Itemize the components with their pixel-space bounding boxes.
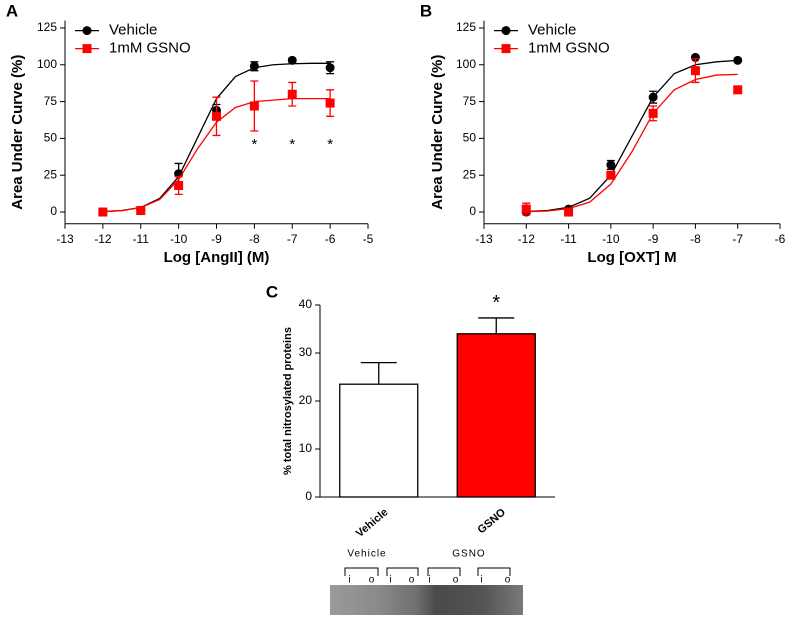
legend-marker [501, 26, 511, 36]
x-tick-label: -12 [94, 232, 112, 246]
blot-lane-label: i [480, 575, 483, 586]
y-tick-label: 0 [50, 204, 57, 218]
x-tick-label: -8 [249, 232, 260, 246]
y-axis-title: Area Under Curve (%) [429, 55, 446, 210]
fit-curve [526, 73, 738, 213]
x-tick-label: -6 [325, 232, 336, 246]
error-bar [478, 317, 515, 334]
blot-brackets [344, 567, 511, 576]
marker [249, 101, 259, 111]
x-tick-label: -11 [133, 232, 150, 246]
marker [174, 181, 184, 191]
x-tick-label: -10 [602, 232, 620, 246]
panel-label: A [6, 1, 18, 20]
fit-curve [102, 62, 331, 213]
blot-lane-label: o [453, 575, 460, 586]
y-tick-label: 125 [37, 20, 57, 34]
marker [648, 92, 658, 102]
legend-label: 1mM GSNO [109, 40, 191, 57]
marker [287, 89, 297, 99]
marker [325, 98, 335, 108]
x-tick-label: -13 [475, 232, 493, 246]
x-tick-label: -8 [690, 232, 701, 246]
marker [521, 204, 531, 214]
blot-group-label: GSNO [452, 549, 485, 560]
significance: * [492, 292, 500, 314]
x-tick-label: GSNO [476, 506, 509, 536]
x-tick-label: Vehicle [354, 506, 391, 540]
y-tick-label: 50 [44, 131, 58, 145]
y-tick-label: 25 [44, 167, 58, 181]
x-tick-label: -6 [775, 232, 786, 246]
fit-curve [526, 59, 738, 213]
bar [339, 383, 419, 498]
x-tick-label: -7 [732, 232, 743, 246]
x-axis-title: Log [AngII] (M) [164, 249, 270, 266]
blot-lane-label: i [348, 575, 351, 586]
marker [212, 111, 221, 121]
x-tick-label: -9 [648, 232, 659, 246]
x-tick-label: -5 [363, 232, 374, 246]
y-tick-label: 25 [463, 167, 477, 181]
panel-label: B [420, 1, 432, 20]
marker [136, 206, 146, 216]
blot-image [330, 585, 523, 615]
y-tick-label: 75 [44, 94, 58, 108]
x-tick-label: -13 [56, 232, 74, 246]
x-tick-label: -10 [170, 232, 188, 246]
y-tick-label: 30 [299, 345, 313, 359]
marker [606, 160, 616, 170]
legend-marker [82, 26, 92, 36]
y-axis-title: Area Under Curve (%) [9, 55, 26, 210]
blot-lane-label: o [409, 575, 416, 586]
blot-lane-label: o [369, 575, 376, 586]
x-tick-label: -11 [560, 232, 577, 246]
blot-lane-label: i [389, 575, 392, 586]
blot-lane-label: o [505, 575, 512, 586]
y-tick-label: 10 [299, 441, 313, 455]
y-tick-label: 50 [463, 131, 477, 145]
marker [606, 170, 616, 180]
marker [733, 85, 743, 95]
legend-label: Vehicle [109, 22, 157, 39]
y-tick-label: 0 [469, 204, 476, 218]
y-tick-label: 0 [305, 489, 312, 503]
y-tick-label: 100 [456, 57, 476, 71]
x-tick-label: -9 [211, 232, 222, 246]
y-tick-label: 20 [299, 393, 313, 407]
significance: * [327, 136, 333, 153]
legend-marker [501, 44, 511, 54]
x-axis-title: Log [OXT] M [587, 249, 676, 266]
x-tick-label: -12 [518, 232, 536, 246]
legend-label: Vehicle [528, 22, 576, 39]
significance: * [289, 136, 295, 153]
bar [456, 333, 536, 498]
marker [690, 52, 700, 62]
blot-lane-label: i [428, 575, 431, 586]
significance: * [251, 136, 257, 153]
legend-label: 1mM GSNO [528, 40, 610, 57]
marker [325, 63, 335, 73]
marker [690, 66, 700, 76]
marker [564, 207, 574, 217]
panel-label: C [266, 282, 278, 301]
y-tick-label: 125 [456, 20, 476, 34]
error-bar [360, 361, 397, 385]
marker [98, 207, 108, 217]
y-axis-title: % total nitrosylated proteins [282, 327, 294, 475]
y-tick-label: 100 [37, 57, 57, 71]
marker [648, 108, 658, 118]
marker [249, 61, 259, 71]
x-tick-label: -7 [287, 232, 298, 246]
legend-marker [82, 44, 92, 54]
y-tick-label: 40 [299, 297, 313, 311]
y-tick-label: 75 [463, 94, 477, 108]
blot-group-label: Vehicle [347, 549, 386, 560]
marker [287, 55, 297, 65]
marker [733, 55, 743, 65]
